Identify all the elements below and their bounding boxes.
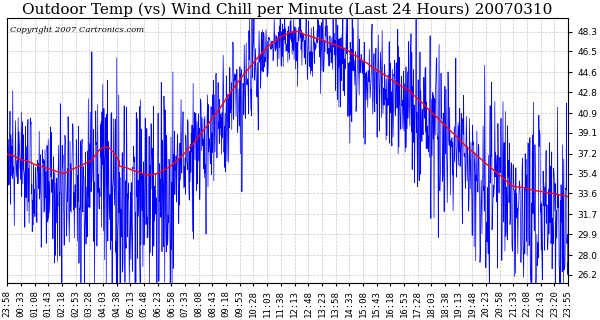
Title: Outdoor Temp (vs) Wind Chill per Minute (Last 24 Hours) 20070310: Outdoor Temp (vs) Wind Chill per Minute … bbox=[22, 3, 553, 17]
Text: Copyright 2007 Cartronics.com: Copyright 2007 Cartronics.com bbox=[10, 26, 144, 34]
